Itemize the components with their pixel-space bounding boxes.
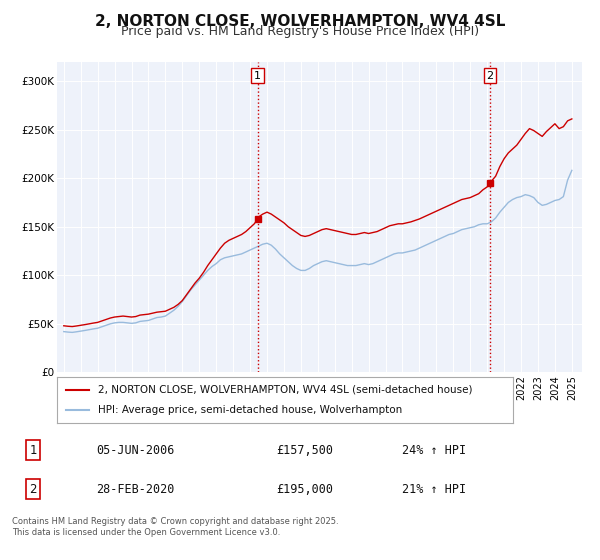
Text: £195,000: £195,000 [276,483,333,496]
Text: 1: 1 [29,444,37,456]
Text: 2, NORTON CLOSE, WOLVERHAMPTON, WV4 4SL: 2, NORTON CLOSE, WOLVERHAMPTON, WV4 4SL [95,14,505,29]
Text: 1: 1 [254,71,261,81]
Text: £157,500: £157,500 [276,444,333,456]
Text: 2: 2 [487,71,493,81]
Text: 2, NORTON CLOSE, WOLVERHAMPTON, WV4 4SL (semi-detached house): 2, NORTON CLOSE, WOLVERHAMPTON, WV4 4SL … [98,385,473,395]
Text: 2: 2 [29,483,37,496]
Text: 24% ↑ HPI: 24% ↑ HPI [402,444,466,456]
Text: 21% ↑ HPI: 21% ↑ HPI [402,483,466,496]
Text: Price paid vs. HM Land Registry's House Price Index (HPI): Price paid vs. HM Land Registry's House … [121,25,479,38]
Text: HPI: Average price, semi-detached house, Wolverhampton: HPI: Average price, semi-detached house,… [98,405,402,415]
Text: 05-JUN-2006: 05-JUN-2006 [96,444,175,456]
Text: 28-FEB-2020: 28-FEB-2020 [96,483,175,496]
Text: Contains HM Land Registry data © Crown copyright and database right 2025.
This d: Contains HM Land Registry data © Crown c… [12,517,338,536]
